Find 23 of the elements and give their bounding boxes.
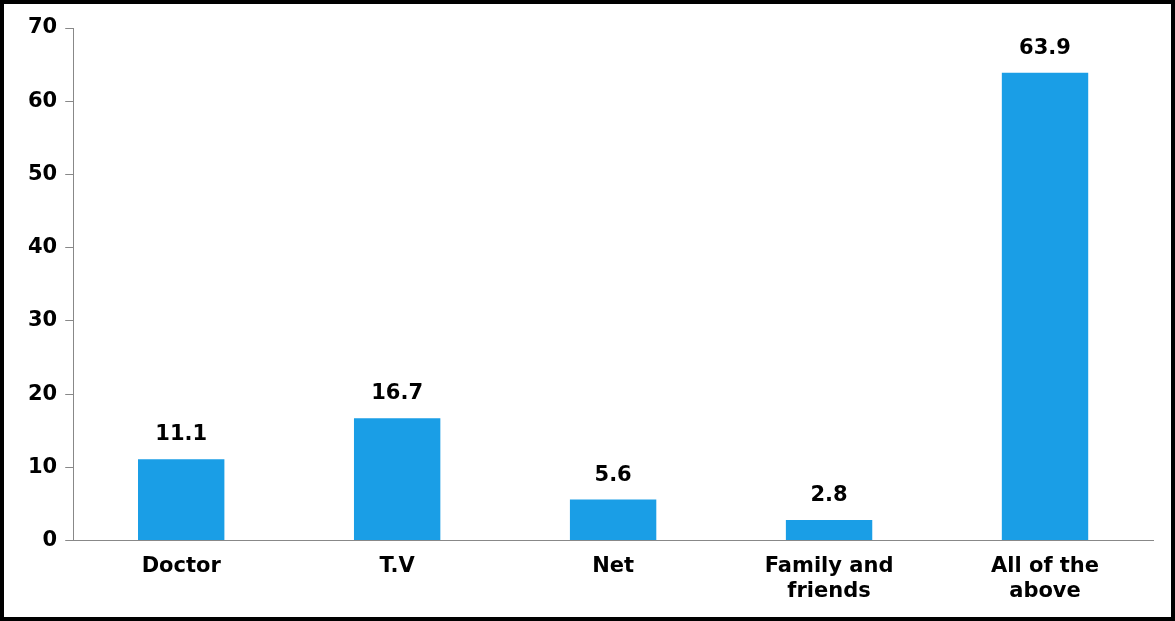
y-tick-label: 50 xyxy=(27,160,58,185)
x-tick-label: Family and friends xyxy=(764,552,894,602)
y-tick-label: 20 xyxy=(27,380,58,405)
x-tick-label: Net xyxy=(592,552,635,577)
y-tick-label: 60 xyxy=(27,87,58,112)
bar xyxy=(138,459,225,541)
data-label: 11.1 xyxy=(155,421,208,446)
y-tick-label: 40 xyxy=(27,234,58,259)
y-tick-label: 0 xyxy=(42,527,58,552)
data-label: 5.6 xyxy=(594,461,632,486)
y-tick-label: 30 xyxy=(27,307,58,332)
y-tick-label: 70 xyxy=(27,14,58,39)
y-tick-label: 10 xyxy=(27,453,58,478)
x-tick-label: T.V xyxy=(379,552,416,577)
bar xyxy=(569,499,657,541)
bar xyxy=(1001,72,1089,541)
x-tick-label: Doctor xyxy=(141,552,222,577)
data-label: 16.7 xyxy=(371,380,424,405)
bar xyxy=(785,520,873,541)
data-label: 63.9 xyxy=(1019,34,1071,59)
x-tick-label: All of the above xyxy=(990,552,1100,602)
bar xyxy=(353,418,441,541)
data-label: 2.8 xyxy=(810,482,848,507)
